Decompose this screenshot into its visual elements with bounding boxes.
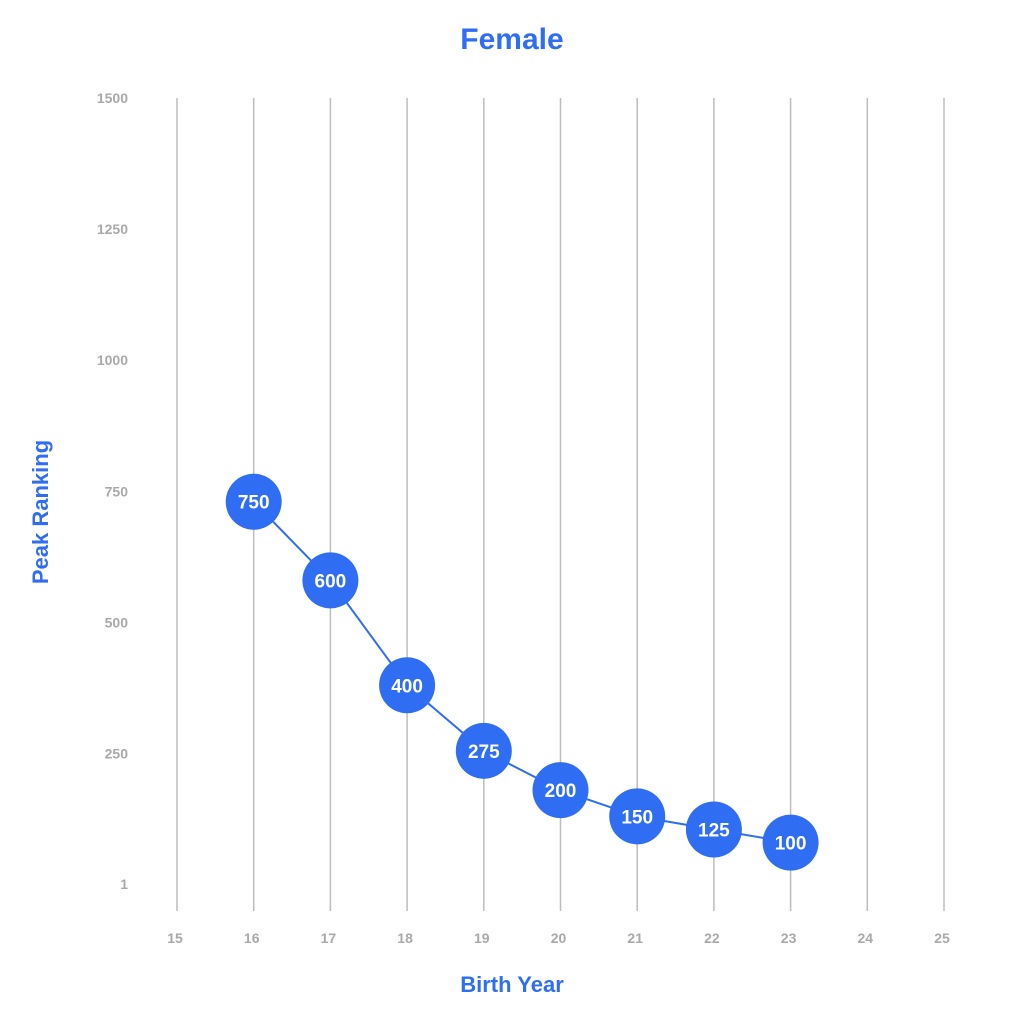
y-tick-label: 1000 [97, 352, 128, 368]
data-point-marker [762, 814, 819, 871]
data-point-marker [225, 473, 282, 530]
x-tick-label: 24 [858, 930, 874, 946]
data-point-marker [532, 762, 589, 819]
data-point-label: 600 [315, 571, 347, 592]
data-point-marker [455, 722, 512, 779]
y-tick-label: 750 [105, 483, 129, 499]
x-tick-label: 22 [704, 930, 720, 946]
y-tick-label: 500 [105, 614, 129, 630]
y-tick-label: 1250 [97, 221, 128, 237]
data-point-marker [379, 657, 436, 714]
data-point-label: 100 [775, 834, 807, 855]
x-tick-label: 23 [781, 930, 797, 946]
data-point-marker [302, 552, 359, 609]
data-point-label: 200 [545, 781, 577, 802]
y-tick-label: 1500 [97, 90, 128, 106]
data-point-label: 400 [391, 676, 423, 697]
y-axis-label: Peak Ranking [28, 440, 53, 584]
data-point-label: 275 [468, 742, 500, 763]
data-point-marker [609, 788, 666, 845]
x-tick-label: 17 [321, 930, 337, 946]
y-tick-label: 250 [105, 745, 129, 761]
x-tick-label: 21 [627, 930, 643, 946]
x-tick-label: 19 [474, 930, 490, 946]
x-tick-label: 20 [551, 930, 567, 946]
x-tick-label: 25 [934, 930, 950, 946]
x-tick-label: 18 [397, 930, 413, 946]
x-axis-ticks: 15 16 17 18 19 20 21 22 23 24 25 [167, 930, 950, 946]
x-axis-label: Birth Year [460, 972, 564, 997]
y-tick-label: 1 [120, 876, 128, 892]
x-tick-label: 15 [167, 930, 183, 946]
data-point-label: 150 [621, 807, 653, 828]
data-point-marker [685, 801, 742, 858]
gridlines [176, 98, 945, 911]
data-point-label: 750 [238, 493, 270, 514]
chart-title: Female [460, 23, 563, 56]
x-tick-label: 16 [244, 930, 260, 946]
data-points: 750 600 400 275 200 150 125 100 [225, 473, 819, 871]
data-point-label: 125 [698, 820, 730, 841]
